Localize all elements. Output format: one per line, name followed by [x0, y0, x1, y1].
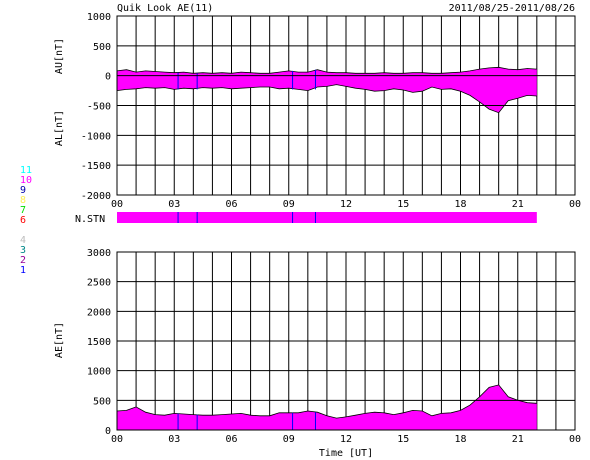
station-count-label: 2 [20, 255, 26, 266]
ae-x-tick-label: 00 [569, 434, 581, 445]
ae-y-tick-label: 1500 [87, 337, 111, 348]
au-al-y-tick-label: -2000 [81, 191, 111, 202]
ae-x-tick-label: 03 [168, 434, 180, 445]
ae-y-tick-label: 3000 [87, 248, 111, 259]
station-count-label: 8 [20, 195, 26, 206]
date-range: 2011/08/25-2011/08/26 [449, 3, 575, 14]
station-count-label: 9 [20, 185, 26, 196]
au-al-x-tick-label: 00 [569, 199, 581, 210]
station-count-label: 7 [20, 205, 26, 216]
au-axis-label: AU[nT] [54, 38, 65, 74]
au-al-frame [116, 15, 576, 196]
ae-x-tick-label: 06 [225, 434, 237, 445]
station-count-label: 6 [20, 215, 26, 226]
ae-y-tick-label: 0 [105, 426, 111, 437]
au-al-y-tick-label: 500 [93, 42, 111, 53]
au-al-y-tick-label: -500 [87, 102, 111, 113]
ae-y-tick-label: 2500 [87, 278, 111, 289]
au-al-x-tick-label: 18 [454, 199, 466, 210]
au-al-y-tick-label: 0 [105, 72, 111, 83]
ae-y-tick-label: 500 [93, 396, 111, 407]
ae-x-tick-label: 12 [340, 434, 352, 445]
time-axis-label: Time [UT] [319, 448, 373, 459]
station-count-label: 3 [20, 245, 26, 256]
au-al-x-tick-label: 06 [225, 199, 237, 210]
al-axis-label: AL[nT] [54, 110, 65, 146]
au-series-line [116, 66, 537, 74]
ae-x-tick-label: 09 [283, 434, 295, 445]
station-count-label: 4 [20, 235, 26, 246]
n-stn-bar [117, 212, 537, 223]
ae-fill [117, 384, 537, 430]
au-al-y-tick-label: -1500 [81, 161, 111, 172]
au-al-x-tick-label: 21 [512, 199, 524, 210]
ae-x-tick-label: 00 [111, 434, 123, 445]
ae-x-tick-label: 21 [512, 434, 524, 445]
au-al-x-tick-label: 12 [340, 199, 352, 210]
au-al-x-tick-label: 15 [397, 199, 409, 210]
station-count-label: 10 [20, 175, 32, 186]
n-stn-label: N.STN [75, 214, 105, 225]
station-count-label: 1 [20, 265, 26, 276]
au-al-y-tick-label: 1000 [87, 12, 111, 23]
ae-x-tick-label: 18 [454, 434, 466, 445]
ae-y-tick-label: 1000 [87, 367, 111, 378]
station-count-label: 11 [20, 165, 32, 176]
chart-title: Quik Look AE(11) [117, 3, 213, 14]
au-al-y-tick-label: -1000 [81, 131, 111, 142]
al-series-line [116, 84, 537, 114]
au-al-x-tick-label: 03 [168, 199, 180, 210]
au-al-fill [117, 67, 537, 113]
station-count-label: 5 [20, 225, 26, 236]
ae-y-tick-label: 2000 [87, 307, 111, 318]
au-al-x-tick-label: 09 [283, 199, 295, 210]
ae-series-line [116, 384, 537, 419]
ae-axis-label: AE[nT] [54, 322, 65, 358]
ae-frame [116, 251, 576, 431]
ae-x-tick-label: 15 [397, 434, 409, 445]
au-al-x-tick-label: 00 [111, 199, 123, 210]
